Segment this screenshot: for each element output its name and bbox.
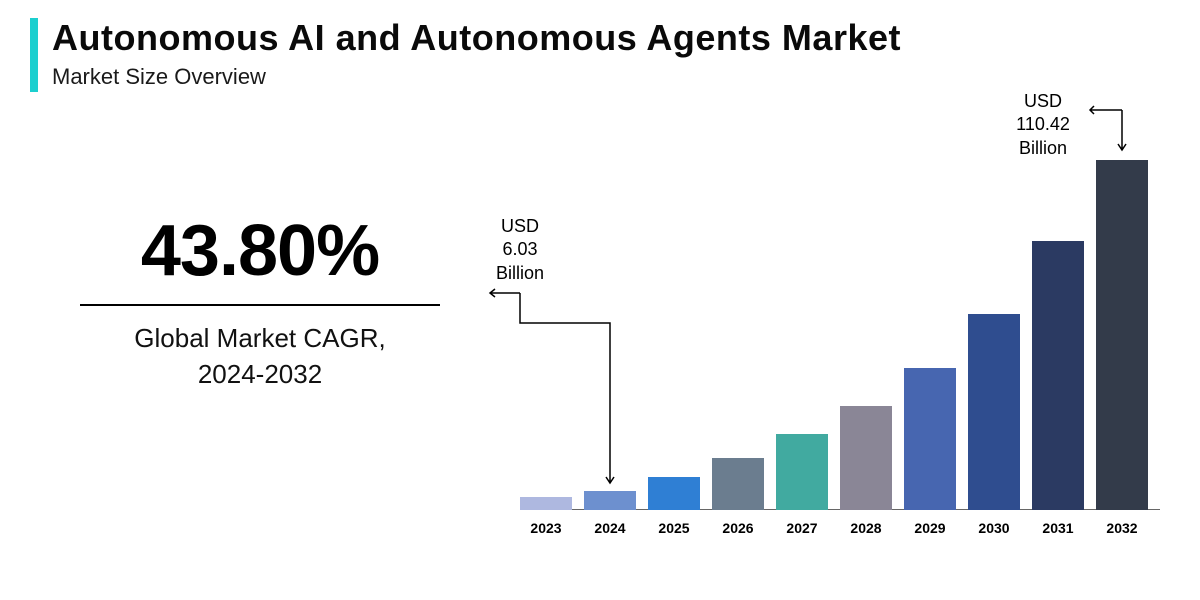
cagr-value: 43.80% [60,210,460,292]
callout-start-l3: Billion [496,263,544,283]
xlabel-2028: 2028 [840,520,892,536]
bar-2031 [1032,241,1084,510]
title-row: Autonomous AI and Autonomous Agents Mark… [30,18,1170,92]
callout-start: USD 6.03 Billion [480,215,560,285]
page-subtitle: Market Size Overview [52,64,901,90]
cagr-block: 43.80% Global Market CAGR, 2024-2032 [60,210,460,393]
cagr-label-line1: Global Market CAGR, [134,323,385,353]
bar-2029 [904,368,956,511]
bar-2030 [968,314,1020,510]
divider [80,304,440,306]
xlabel-2026: 2026 [712,520,764,536]
bar-2028 [840,406,892,511]
xlabel-2030: 2030 [968,520,1020,536]
bar-2027 [776,434,828,510]
xlabel-2024: 2024 [584,520,636,536]
callout-end: USD 110.42 Billion [998,90,1088,160]
bar-chart: 2023202420252026202720282029203020312032… [520,120,1160,550]
cagr-label: Global Market CAGR, 2024-2032 [60,320,460,393]
bar-2032 [1096,160,1148,510]
xlabel-2032: 2032 [1096,520,1148,536]
callout-start-l2: 6.03 [502,239,537,259]
page-title: Autonomous AI and Autonomous Agents Mark… [52,18,901,58]
bar-2024 [584,491,636,510]
callout-end-l3: Billion [1019,138,1067,158]
bar-2023 [520,497,572,510]
bar-2026 [712,458,764,510]
chart-plot: 2023202420252026202720282029203020312032 [520,130,1160,510]
header: Autonomous AI and Autonomous Agents Mark… [30,18,1170,92]
xlabel-2025: 2025 [648,520,700,536]
titles: Autonomous AI and Autonomous Agents Mark… [52,18,901,90]
xlabel-2031: 2031 [1032,520,1084,536]
xlabel-2027: 2027 [776,520,828,536]
callout-end-l1: USD [1024,91,1062,111]
bar-2025 [648,477,700,510]
callout-start-l1: USD [501,216,539,236]
accent-bar [30,18,38,92]
callout-end-l2: 110.42 [1016,114,1070,134]
xlabel-2023: 2023 [520,520,572,536]
cagr-label-line2: 2024-2032 [198,359,322,389]
xlabel-2029: 2029 [904,520,956,536]
